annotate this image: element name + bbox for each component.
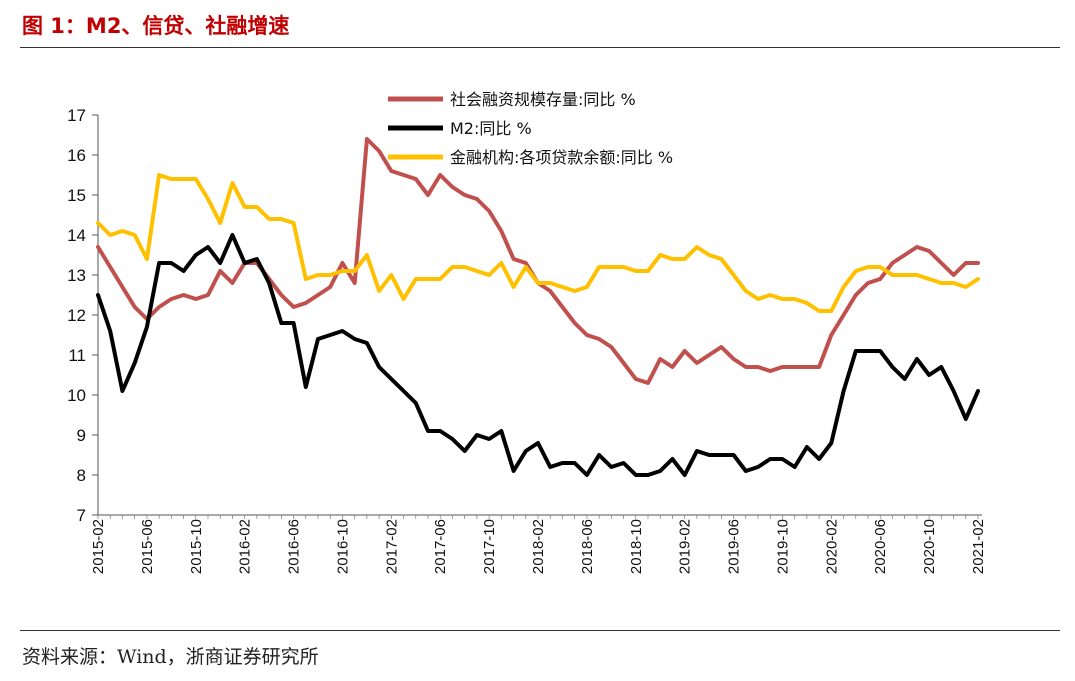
x-tick-label: 2016-06: [286, 519, 303, 574]
x-tick-label: 2018-02: [530, 519, 547, 574]
legend-label: 金融机构:各项贷款余额:同比 %: [450, 148, 673, 167]
source-note: 资料来源：Wind，浙商证券研究所: [22, 646, 319, 668]
x-tick-label: 2020-02: [823, 519, 840, 574]
x-tick-label: 2020-10: [921, 519, 938, 574]
x-tick-label: 2016-02: [237, 519, 254, 574]
y-tick-label: 13: [67, 266, 86, 285]
x-tick-label: 2021-02: [970, 519, 987, 574]
chart-legend: 社会融资规模存量:同比 % M2:同比 % 金融机构:各项贷款余额:同比 %: [388, 90, 673, 167]
figure-title: 图 1：M2、信贷、社融增速: [22, 14, 290, 38]
x-tick-label: 2016-10: [334, 519, 351, 574]
x-tick-label: 2017-02: [383, 519, 400, 574]
y-tick-label: 8: [77, 466, 86, 485]
y-tick-label: 16: [67, 146, 86, 165]
y-tick-label: 17: [67, 106, 86, 125]
series-line-2: [96, 173, 980, 313]
y-tick-label: 14: [67, 226, 86, 245]
series-line-0: [96, 137, 980, 385]
title-rule: [20, 47, 1060, 48]
x-tick-label: 2020-06: [872, 519, 889, 574]
chart-series: [96, 137, 980, 477]
y-tick-label: 9: [77, 426, 86, 445]
chart-axes: 7 8 9 10 11 12 13 14 15 16 17 2015-02 2015-06 2015-10…: [67, 106, 987, 574]
legend-label: 社会融资规模存量:同比 %: [450, 90, 636, 109]
x-tick-label: 2018-06: [579, 519, 596, 574]
y-tick-label: 15: [67, 186, 86, 205]
y-tick-label: 12: [67, 306, 86, 325]
line-chart: 7 8 9 10 11 12 13 14 15 16 17 2015-02 2015-06 2015-10…: [67, 90, 987, 574]
x-tick-label: 2015-06: [139, 519, 156, 574]
x-tick-label: 2015-02: [90, 519, 107, 574]
x-tick-label: 2019-02: [677, 519, 694, 574]
y-tick-label: 10: [67, 386, 86, 405]
x-tick-label: 2017-06: [432, 519, 449, 574]
x-tick-label: 2017-10: [481, 519, 498, 574]
series-line-1: [96, 233, 980, 477]
y-tick-label: 11: [68, 346, 86, 365]
x-tick-label: 2018-10: [628, 519, 645, 574]
x-tick-label: 2019-10: [774, 519, 791, 574]
y-tick-label: 7: [77, 506, 86, 525]
x-tick-label: 2015-10: [188, 519, 205, 574]
source-rule: [20, 630, 1060, 631]
legend-label: M2:同比 %: [450, 119, 532, 138]
x-tick-label: 2019-06: [726, 519, 743, 574]
